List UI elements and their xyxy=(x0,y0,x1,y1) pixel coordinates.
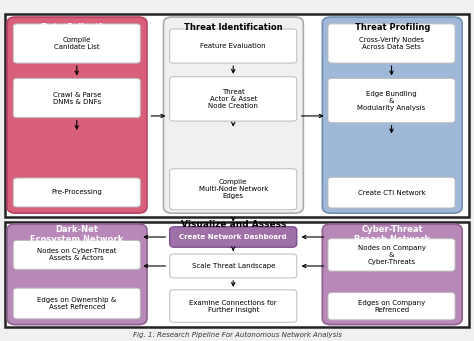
Text: Data Collection: Data Collection xyxy=(41,23,113,32)
Text: Threat Profiling: Threat Profiling xyxy=(355,23,430,32)
FancyBboxPatch shape xyxy=(7,224,147,325)
Bar xyxy=(5,14,469,217)
Text: Cyber-Threat
Breach Network: Cyber-Threat Breach Network xyxy=(354,225,430,244)
FancyBboxPatch shape xyxy=(322,17,462,213)
FancyBboxPatch shape xyxy=(328,78,455,123)
Text: Examine Connections for
Further Insight: Examine Connections for Further Insight xyxy=(190,299,277,313)
Text: Nodes on Company
&
Cyber-Threats: Nodes on Company & Cyber-Threats xyxy=(357,245,426,265)
FancyBboxPatch shape xyxy=(7,17,147,213)
Text: Edges on Company
Refrenced: Edges on Company Refrenced xyxy=(358,300,425,313)
Text: Edge Bundling
&
Modularity Analysis: Edge Bundling & Modularity Analysis xyxy=(357,91,426,110)
Text: Create Network Dashboard: Create Network Dashboard xyxy=(179,234,287,240)
FancyBboxPatch shape xyxy=(13,24,140,63)
Text: Dark-Net
Ecosystem Network: Dark-Net Ecosystem Network xyxy=(30,225,124,244)
Text: Edges on Ownership &
Asset Refrenced: Edges on Ownership & Asset Refrenced xyxy=(37,297,117,310)
Text: Visualize and Assess: Visualize and Assess xyxy=(181,220,286,229)
Text: Create CTI Network: Create CTI Network xyxy=(358,190,425,196)
FancyBboxPatch shape xyxy=(170,29,297,63)
FancyBboxPatch shape xyxy=(170,77,297,121)
Text: Crawl & Parse
DNMs & DNFs: Crawl & Parse DNMs & DNFs xyxy=(53,91,101,105)
FancyBboxPatch shape xyxy=(170,227,297,247)
FancyBboxPatch shape xyxy=(328,24,455,63)
Text: Threat
Actor & Asset
Node Creation: Threat Actor & Asset Node Creation xyxy=(208,89,258,109)
Text: Feature Evaluation: Feature Evaluation xyxy=(201,43,266,49)
Text: Nodes on Cyber-Threat
Assets & Actors: Nodes on Cyber-Threat Assets & Actors xyxy=(37,248,117,262)
Text: Compile
Canidate List: Compile Canidate List xyxy=(54,37,100,50)
FancyBboxPatch shape xyxy=(328,293,455,320)
FancyBboxPatch shape xyxy=(13,240,140,269)
FancyBboxPatch shape xyxy=(328,177,455,208)
Text: Pre-Processing: Pre-Processing xyxy=(51,190,102,195)
FancyBboxPatch shape xyxy=(328,239,455,271)
FancyBboxPatch shape xyxy=(164,17,303,213)
FancyBboxPatch shape xyxy=(13,178,140,207)
Text: Threat Identification: Threat Identification xyxy=(184,23,283,32)
FancyBboxPatch shape xyxy=(322,224,462,325)
Text: Scale Threat Landscape: Scale Threat Landscape xyxy=(191,263,275,269)
FancyBboxPatch shape xyxy=(13,288,140,319)
FancyBboxPatch shape xyxy=(13,78,140,118)
FancyBboxPatch shape xyxy=(170,254,297,278)
Text: Cross-Verify Nodes
Across Data Sets: Cross-Verify Nodes Across Data Sets xyxy=(359,37,424,50)
FancyBboxPatch shape xyxy=(170,290,297,322)
Text: Compile
Multi-Node Network
Edges: Compile Multi-Node Network Edges xyxy=(199,179,268,199)
Bar xyxy=(5,222,469,327)
FancyBboxPatch shape xyxy=(170,169,297,210)
Text: Fig. 1. Research Pipeline For Autonomous Network Analysis: Fig. 1. Research Pipeline For Autonomous… xyxy=(133,332,341,338)
